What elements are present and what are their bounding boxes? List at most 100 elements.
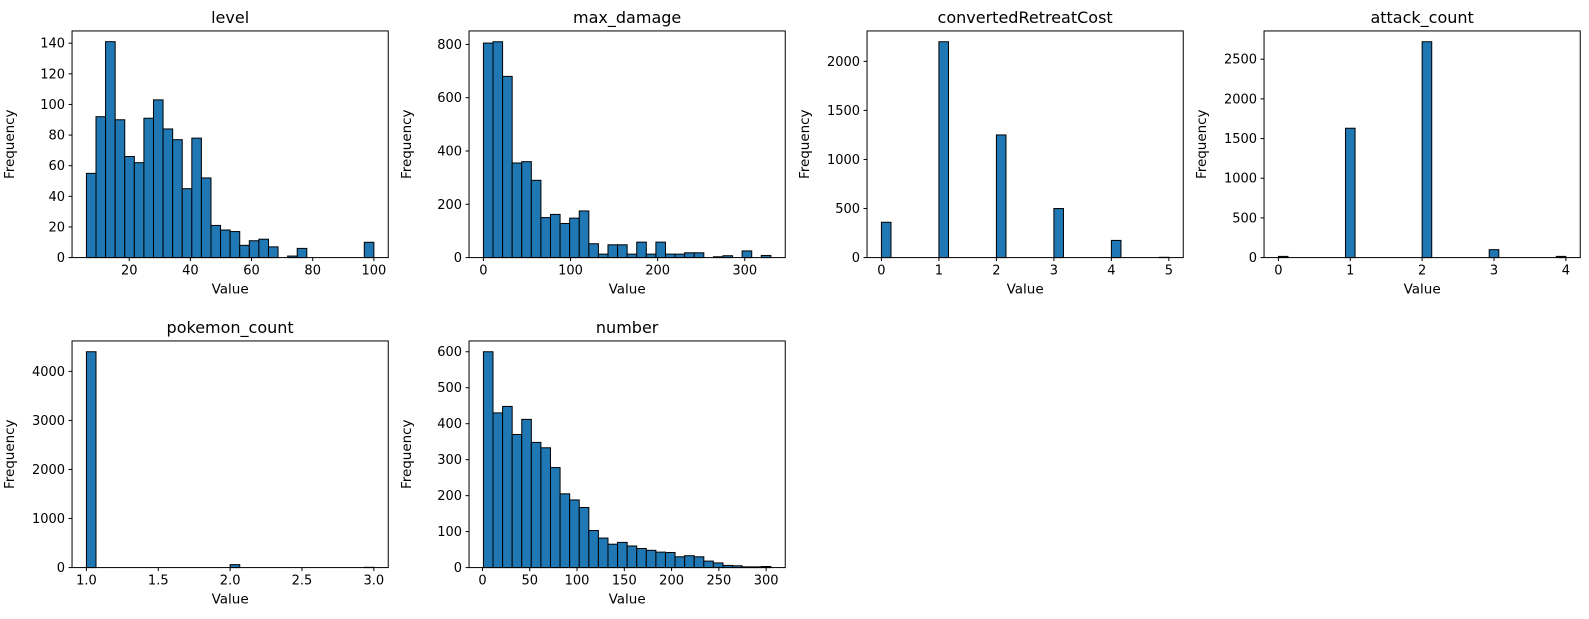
x-tick-label: 1 [1346,264,1354,279]
histogram-bar [258,238,269,259]
histogram-bar [693,252,705,259]
y-axis-label: Frequency [2,109,18,179]
histogram-bar [655,551,667,568]
histogram-bar [559,222,571,259]
histogram-bar [162,128,174,259]
histogram-bar [713,561,724,568]
histogram-bar [617,244,628,259]
histogram-bar [363,241,375,259]
histogram-bar [598,253,609,259]
y-tick-label: 0 [851,251,859,266]
subplot-max-damage: max_damage Value Frequency 0 100 200 300 0 20… [397,0,794,310]
y-tick-label: 400 [437,417,462,432]
histogram-bar [267,246,279,259]
histogram-bar [239,244,250,259]
chart-title: max_damage [573,8,681,28]
histogram-bar [248,240,260,259]
y-tick-label: 2000 [826,55,859,70]
chart-title: attack_count [1370,8,1473,28]
x-tick-label: 50 [522,573,539,588]
histogram-bar [550,213,561,259]
y-axis-label: Frequency [399,419,415,489]
histogram-bar [521,418,533,568]
x-tick-label: 0 [480,264,488,279]
histogram-bar [636,547,648,568]
y-tick-label: 2000 [1224,92,1257,107]
x-tick-label: 80 [304,264,321,279]
histogram-bar [636,241,648,259]
histogram-bar [674,555,686,568]
x-tick-label: 3 [1049,264,1057,279]
x-tick-label: 3 [1490,264,1498,279]
y-tick-label: 500 [835,202,860,217]
histogram-bar [646,253,657,259]
plot-border [71,339,389,568]
histogram-bar [540,446,552,568]
empty-area [795,310,1192,619]
x-tick-label: 1.0 [76,573,97,588]
histogram-bar [502,75,513,259]
x-tick-label: 200 [659,573,684,588]
x-axis-label: Value [609,591,646,607]
x-tick-label: 0 [1274,264,1282,279]
histogram-bar [95,116,107,259]
plot-border [71,30,389,259]
y-tick-label: 3000 [32,413,65,428]
x-tick-label: 5 [1164,264,1172,279]
chart-title: convertedRetreatCost [937,8,1112,27]
x-tick-label: 0 [877,264,885,279]
x-tick-label: 100 [565,573,590,588]
y-tick-label: 1500 [1224,132,1257,147]
histogram-bar [143,117,154,259]
y-tick-label: 120 [40,67,65,82]
x-tick-label: 4 [1107,264,1115,279]
histogram-bar [483,42,494,259]
subplot-converted-retreat-cost: convertedRetreatCost Value Frequency 0 1 2… [795,0,1192,310]
y-tick-label: 20 [48,220,65,235]
histogram-canvas-converted-retreat-cost: convertedRetreatCost Value Frequency 0 1 2… [796,8,1184,298]
y-tick-label: 4000 [32,364,65,379]
y-tick-label: 300 [437,453,462,468]
histogram-bar [607,244,619,259]
histogram-bar [191,137,202,259]
y-tick-label: 80 [48,129,65,144]
histogram-bar [578,506,590,568]
histogram-bar [511,162,523,259]
y-axis-label: Frequency [2,419,18,489]
x-tick-label: 300 [733,264,758,279]
histogram-bar [741,250,753,259]
histogram-bar [200,177,212,259]
histogram-bar [152,99,164,259]
y-tick-label: 2500 [1224,53,1257,68]
y-tick-label: 200 [437,198,462,213]
histogram-bar [1488,249,1500,259]
histogram-bar [607,543,619,568]
histogram-bar [617,541,628,568]
x-axis-label: Value [1403,282,1440,298]
chart-title: pokemon_count [167,317,294,337]
y-tick-label: 800 [437,38,462,53]
x-tick-label: 2.5 [292,573,313,588]
histogram-bar [181,188,193,259]
histogram-bar [559,492,571,568]
histogram-bar [483,350,494,568]
histogram-canvas-number: number Value Frequency 0 50 100 150 200 250 30… [399,317,786,607]
histogram-bar [626,253,638,259]
histogram-canvas-pokemon-count: pokemon_count Value Frequency 1.0 1.5 2.0 2… [2,317,389,607]
histogram-bar [1052,208,1064,259]
y-tick-label: 400 [437,145,462,160]
histogram-bar [569,217,580,259]
y-axis-label: Frequency [1194,109,1210,179]
x-tick-label: 1.5 [148,573,169,588]
histogram-bar [655,241,667,259]
histogram-bar [172,139,183,259]
subplot-pokemon-count: pokemon_count Value Frequency 1.0 1.5 2.0 2… [0,310,397,619]
y-axis-label: Frequency [399,109,415,179]
x-tick-label: 60 [243,264,260,279]
histogram-bar [531,179,542,259]
y-tick-label: 1000 [32,512,65,527]
x-tick-label: 1 [934,264,942,279]
x-tick-label: 250 [707,573,732,588]
histogram-bar [995,134,1006,259]
histogram-bar [229,231,241,259]
